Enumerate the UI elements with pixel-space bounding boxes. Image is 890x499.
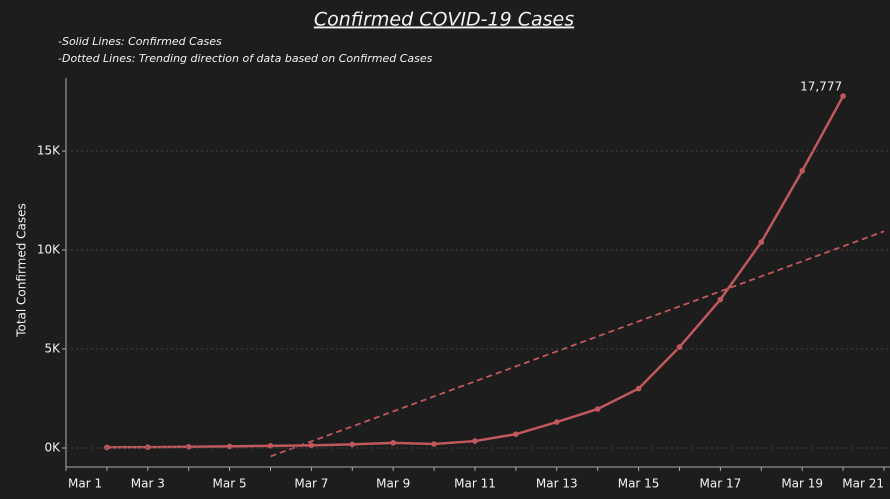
x-tick-label: Mar 13 xyxy=(536,477,578,491)
subtitle: -Solid Lines: Confirmed Cases xyxy=(58,35,222,48)
x-tick-label: Mar 3 xyxy=(131,477,165,491)
x-tick-label: Mar 15 xyxy=(618,477,660,491)
chart-title: Confirmed COVID-19 Cases xyxy=(314,9,574,31)
data-point xyxy=(472,438,478,444)
data-point xyxy=(717,296,724,303)
x-tick-label: Mar 11 xyxy=(454,477,496,491)
subtitle: -Dotted Lines: Trending direction of dat… xyxy=(58,52,433,65)
x-tick-label: Mar 5 xyxy=(213,477,247,491)
data-point xyxy=(799,168,805,174)
data-point xyxy=(145,444,151,451)
x-tick-label: Mar 17 xyxy=(700,477,742,491)
data-point xyxy=(104,444,110,451)
data-point xyxy=(840,93,846,99)
data-point xyxy=(594,406,601,412)
data-point xyxy=(431,441,437,447)
data-point xyxy=(267,443,274,449)
y-axis-label: Total Confirmed Cases xyxy=(15,203,29,338)
data-point xyxy=(349,441,356,448)
x-tick-label: Mar 9 xyxy=(376,477,410,491)
x-tick-label: Mar 19 xyxy=(781,477,823,491)
y-tick-label: 10K xyxy=(37,243,61,257)
y-tick-label: 0K xyxy=(44,440,61,454)
data-point xyxy=(390,440,397,446)
data-point xyxy=(554,419,560,425)
data-point xyxy=(676,344,683,350)
data-label: 17,777 xyxy=(800,80,842,94)
trend-line xyxy=(270,230,885,458)
data-point xyxy=(635,385,642,392)
data-point xyxy=(308,442,315,449)
x-tick-label: Mar 1 xyxy=(68,477,102,491)
y-tick-label: 15K xyxy=(37,144,61,158)
data-point xyxy=(185,444,192,450)
data-point xyxy=(513,431,519,437)
x-tick-label: Mar 21 xyxy=(842,477,884,491)
x-tick-label: Mar 7 xyxy=(294,477,328,491)
data-point xyxy=(758,239,765,245)
y-tick-label: 5K xyxy=(44,342,61,356)
